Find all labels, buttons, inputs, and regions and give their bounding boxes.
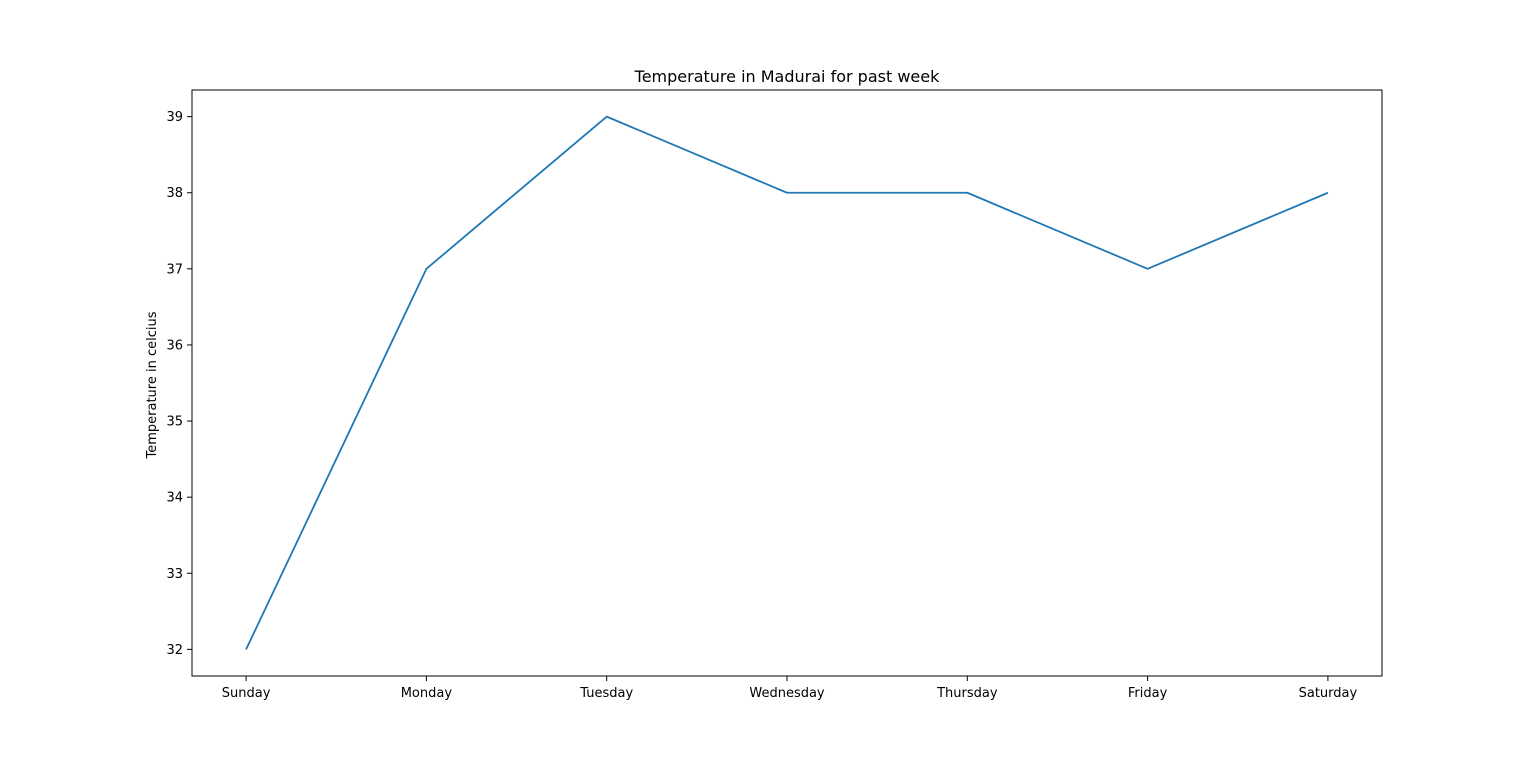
x-tick-label: Thursday — [936, 686, 998, 701]
x-tick-label: Monday — [401, 686, 453, 701]
x-tick-label: Wednesday — [749, 686, 825, 701]
y-tick-label: 39 — [166, 110, 183, 125]
y-tick-label: 36 — [166, 338, 183, 353]
y-axis-label: Temperature in celcius — [145, 311, 160, 459]
y-tick-label: 37 — [166, 262, 183, 277]
x-tick-label: Sunday — [222, 686, 271, 701]
series-line-0 — [245, 115, 1329, 650]
y-tick-label: 35 — [166, 415, 183, 430]
y-tick-label: 34 — [166, 491, 183, 506]
x-tick-label: Friday — [1128, 686, 1168, 701]
x-tick-label: Tuesday — [579, 686, 633, 701]
x-tick-label: Saturday — [1299, 686, 1358, 701]
y-tick-label: 33 — [166, 567, 183, 582]
y-tick-label: 32 — [166, 643, 183, 658]
plot-area: Sunday Monday Tuesday Wednesday Thursday Frid… — [166, 89, 1383, 701]
y-tick-label: 38 — [166, 186, 183, 201]
chart-title: Temperature in Madurai for past week — [634, 67, 940, 86]
